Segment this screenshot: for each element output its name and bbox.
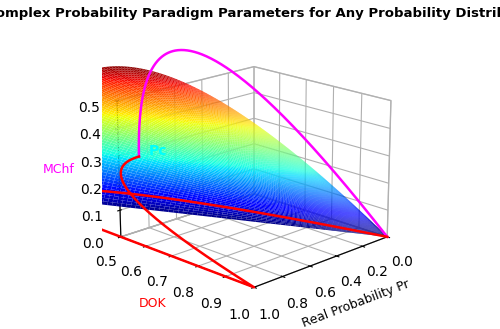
X-axis label: Real Probability Pr: Real Probability Pr — [300, 277, 411, 329]
Y-axis label: DOK: DOK — [138, 297, 166, 310]
Title: The Complex Probability Paradigm Parameters for Any Probability Distribution: The Complex Probability Paradigm Paramet… — [0, 7, 500, 20]
